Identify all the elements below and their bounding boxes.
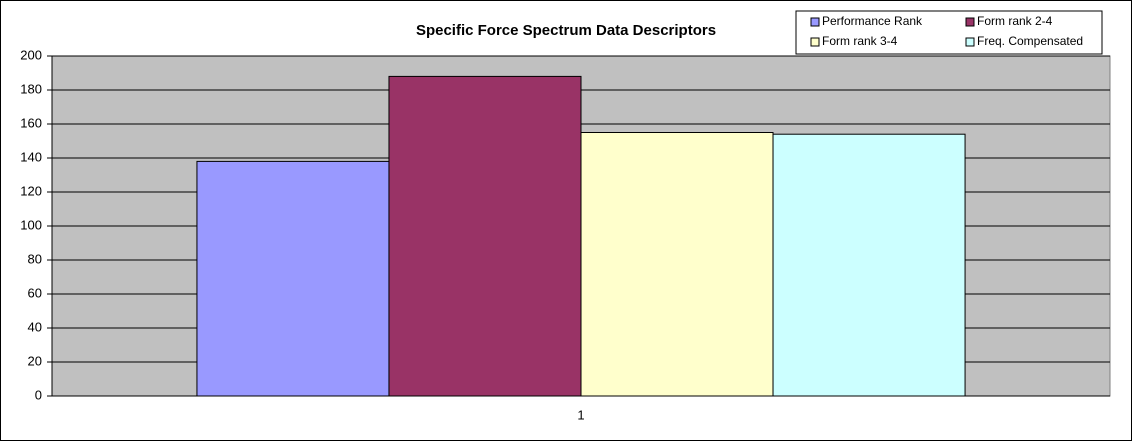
legend-swatch	[810, 37, 820, 47]
legend-swatch	[965, 17, 975, 27]
y-tick-label: 20	[28, 353, 42, 368]
legend-label: Freq. Compensated	[977, 34, 1083, 48]
legend-label: Form rank 2-4	[977, 14, 1053, 28]
bar	[388, 75, 582, 397]
y-tick-label: 80	[28, 251, 42, 266]
x-tick-label: 1	[577, 407, 584, 422]
y-tick-label: 200	[20, 47, 42, 62]
bar	[772, 133, 966, 397]
legend-swatch	[810, 17, 820, 27]
legend-label: Performance Rank	[822, 14, 923, 28]
y-tick-label: 140	[20, 149, 42, 164]
bar	[580, 132, 774, 397]
y-tick-label: 120	[20, 183, 42, 198]
legend-swatch	[965, 37, 975, 47]
bar	[196, 160, 390, 397]
y-tick-label: 160	[20, 115, 42, 130]
y-tick-label: 60	[28, 285, 42, 300]
legend-label: Form rank 3-4	[822, 34, 898, 48]
y-tick-label: 100	[20, 217, 42, 232]
y-tick-label: 180	[20, 81, 42, 96]
y-tick-label: 0	[35, 387, 42, 402]
legend-box	[795, 10, 1103, 55]
y-tick-label: 40	[28, 319, 42, 334]
chart-title: Specific Force Spectrum Data Descriptors	[416, 22, 716, 39]
